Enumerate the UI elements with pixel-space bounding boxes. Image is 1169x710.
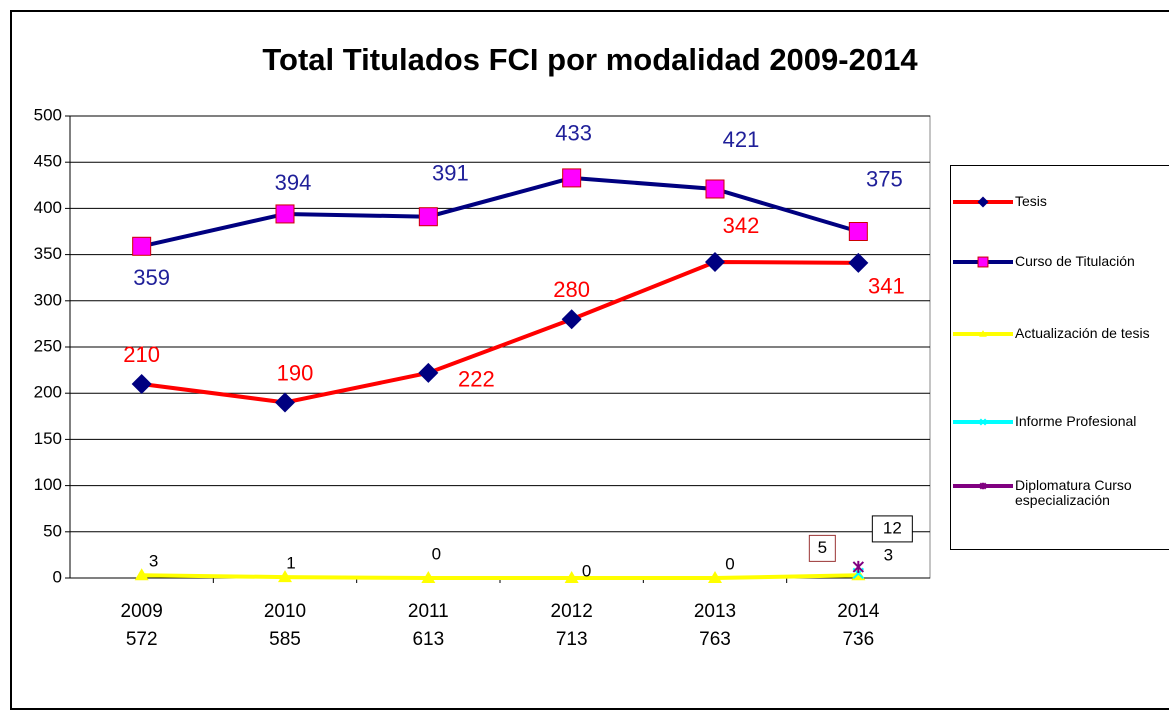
marker: [852, 560, 865, 573]
legend-item: Informe Profesional: [951, 414, 1169, 430]
marker: [275, 392, 295, 413]
x-tick-label: 2014: [837, 601, 880, 622]
marker: [132, 236, 152, 256]
legend-item: Tesis: [951, 194, 1169, 210]
data-label: 222: [458, 367, 495, 392]
data-label: 0: [432, 544, 441, 563]
legend-item: Actualización de tesis: [951, 326, 1169, 342]
legend-swatch: [953, 418, 1013, 426]
y-tick-label: 250: [34, 336, 62, 355]
data-label: 210: [123, 342, 160, 367]
marker: [979, 330, 987, 337]
y-tick-label: 500: [34, 105, 62, 124]
data-label: 3: [884, 546, 893, 565]
y-tick-label: 350: [34, 244, 62, 263]
x-tick-total: 713: [556, 629, 588, 650]
data-label: 12: [883, 518, 902, 537]
marker: [979, 418, 987, 426]
marker: [562, 168, 582, 188]
data-label: 375: [866, 166, 903, 191]
data-label: 0: [582, 561, 591, 580]
marker: [564, 571, 579, 583]
data-label: 3: [149, 552, 158, 571]
legend-swatch: [953, 256, 1013, 268]
marker: [418, 362, 439, 383]
y-tick-label: 450: [34, 152, 62, 171]
marker: [134, 568, 149, 581]
data-label: 342: [723, 213, 760, 238]
data-label: 280: [553, 277, 590, 302]
series-line: [141, 259, 859, 405]
data-label: 394: [275, 170, 312, 195]
page: Total Titulados FCI por modalidad 2009-2…: [10, 10, 1169, 710]
marker: [848, 222, 868, 241]
y-tick-label: 300: [34, 290, 62, 309]
series-line: [141, 573, 859, 580]
y-tick-label: 200: [34, 383, 62, 402]
legend-label: Diplomatura Curso especialización: [1015, 477, 1132, 508]
data-label: 341: [868, 274, 905, 299]
data-label: 359: [133, 265, 170, 290]
x-tick-label: 2009: [121, 601, 163, 622]
y-tick-label: 100: [34, 475, 62, 494]
y-tick-label: 400: [34, 198, 62, 217]
legend: Tesis Curso de Titulación Actualización de…: [950, 165, 1169, 550]
legend-item: Diplomatura Curso especialización: [951, 478, 1169, 508]
legend-item: Curso de Titulación: [951, 254, 1169, 270]
x-tick-label: 2013: [694, 601, 736, 622]
x-tick-label: 2011: [408, 601, 449, 622]
marker: [561, 309, 582, 330]
x-tick-label: 2010: [264, 601, 306, 622]
y-tick-label: 150: [34, 429, 62, 448]
data-label-box: [871, 515, 913, 543]
x-tick-total: 763: [699, 629, 731, 650]
marker: [977, 256, 989, 268]
marker: [278, 570, 292, 583]
marker: [848, 252, 869, 273]
marker: [979, 482, 987, 490]
y-tick-label: 50: [43, 521, 62, 540]
data-label: 190: [277, 360, 314, 385]
x-tick-total: 736: [842, 629, 874, 650]
marker: [708, 571, 722, 583]
legend-label: Curso de Titulación: [1015, 253, 1135, 269]
data-label: 1: [286, 554, 295, 573]
x-tick-label: 2012: [551, 601, 593, 622]
legend-swatch: [953, 330, 1013, 337]
marker: [705, 179, 725, 199]
legend-label: Informe Profesional: [1015, 413, 1137, 429]
marker: [275, 204, 295, 224]
legend-swatch: [953, 196, 1013, 208]
data-label: 421: [723, 127, 760, 152]
legend-swatch: [953, 482, 1013, 490]
marker: [418, 207, 438, 227]
chart-title: Total Titulados FCI por modalidad 2009-2…: [262, 42, 918, 77]
chart: Total Titulados FCI por modalidad 2009-2…: [34, 42, 931, 650]
marker: [977, 196, 989, 208]
legend-label: Actualización de tesis: [1015, 325, 1150, 341]
marker: [421, 571, 436, 583]
x-tick-total: 572: [126, 629, 158, 650]
data-label: 433: [555, 121, 592, 146]
data-label: 391: [432, 161, 469, 186]
data-label: 0: [725, 554, 734, 573]
x-tick-total: 613: [412, 629, 444, 650]
marker: [705, 251, 725, 272]
data-label-box: [808, 534, 836, 562]
series-line: [141, 175, 859, 249]
data-label: 5: [818, 538, 827, 557]
x-tick-total: 585: [269, 629, 301, 650]
marker: [131, 373, 152, 394]
legend-label: Tesis: [1015, 193, 1047, 209]
y-tick-label: 0: [53, 567, 62, 586]
